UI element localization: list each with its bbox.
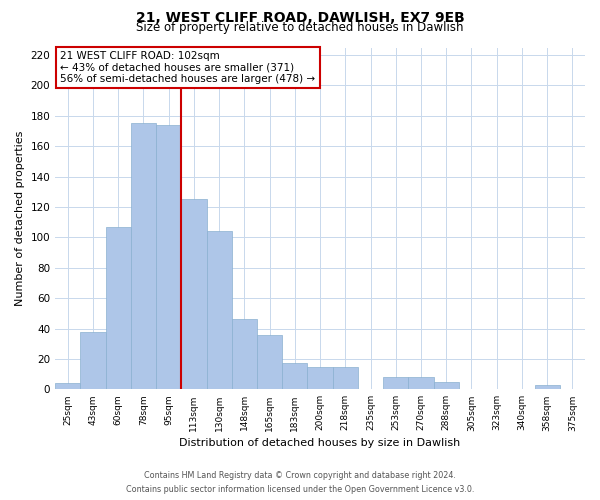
Bar bbox=[332, 366, 358, 390]
Bar bbox=[535, 385, 560, 390]
Text: 21 WEST CLIFF ROAD: 102sqm
← 43% of detached houses are smaller (371)
56% of sem: 21 WEST CLIFF ROAD: 102sqm ← 43% of deta… bbox=[61, 51, 316, 84]
Bar bbox=[80, 332, 106, 390]
Bar bbox=[156, 125, 181, 390]
Bar bbox=[307, 366, 332, 390]
Text: Size of property relative to detached houses in Dawlish: Size of property relative to detached ho… bbox=[136, 22, 464, 35]
Bar bbox=[409, 377, 434, 390]
Bar bbox=[282, 364, 307, 390]
Bar bbox=[106, 227, 131, 390]
Bar bbox=[131, 124, 156, 390]
Bar bbox=[55, 383, 80, 390]
Bar bbox=[232, 320, 257, 390]
X-axis label: Distribution of detached houses by size in Dawlish: Distribution of detached houses by size … bbox=[179, 438, 461, 448]
Bar bbox=[181, 200, 206, 390]
Bar bbox=[257, 334, 282, 390]
Bar bbox=[206, 232, 232, 390]
Bar bbox=[383, 377, 409, 390]
Text: 21, WEST CLIFF ROAD, DAWLISH, EX7 9EB: 21, WEST CLIFF ROAD, DAWLISH, EX7 9EB bbox=[136, 11, 464, 25]
Y-axis label: Number of detached properties: Number of detached properties bbox=[15, 130, 25, 306]
Bar bbox=[434, 382, 459, 390]
Text: Contains HM Land Registry data © Crown copyright and database right 2024.
Contai: Contains HM Land Registry data © Crown c… bbox=[126, 472, 474, 494]
